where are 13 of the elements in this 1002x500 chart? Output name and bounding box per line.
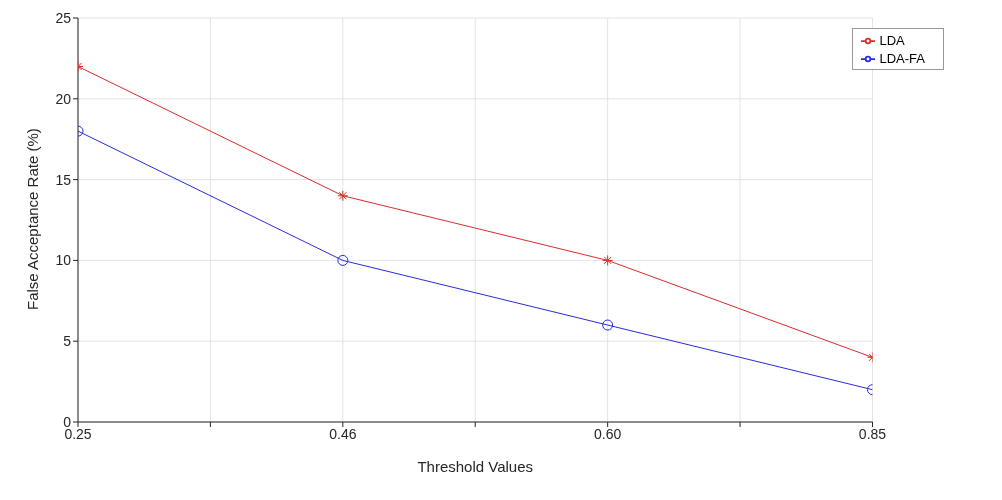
x-tick-label: 0.46 <box>329 425 357 442</box>
y-tick-label: 20 <box>55 90 72 107</box>
y-tick-label: 10 <box>55 252 72 269</box>
legend-label: LDA <box>879 33 905 48</box>
x-tick-label: 0.85 <box>858 425 887 442</box>
y-tick-label: 25 <box>55 9 72 26</box>
x-tick-label: 0.60 <box>594 425 622 442</box>
x-axis-title: Threshold Values <box>417 458 534 475</box>
y-tick-label: 0 <box>63 413 72 430</box>
y-axis-title: False Acceptance Rate (%) <box>24 128 42 310</box>
y-tick-label: 15 <box>55 171 72 188</box>
legend-label: LDA-FA <box>879 51 925 66</box>
y-tick-label: 5 <box>63 333 72 350</box>
